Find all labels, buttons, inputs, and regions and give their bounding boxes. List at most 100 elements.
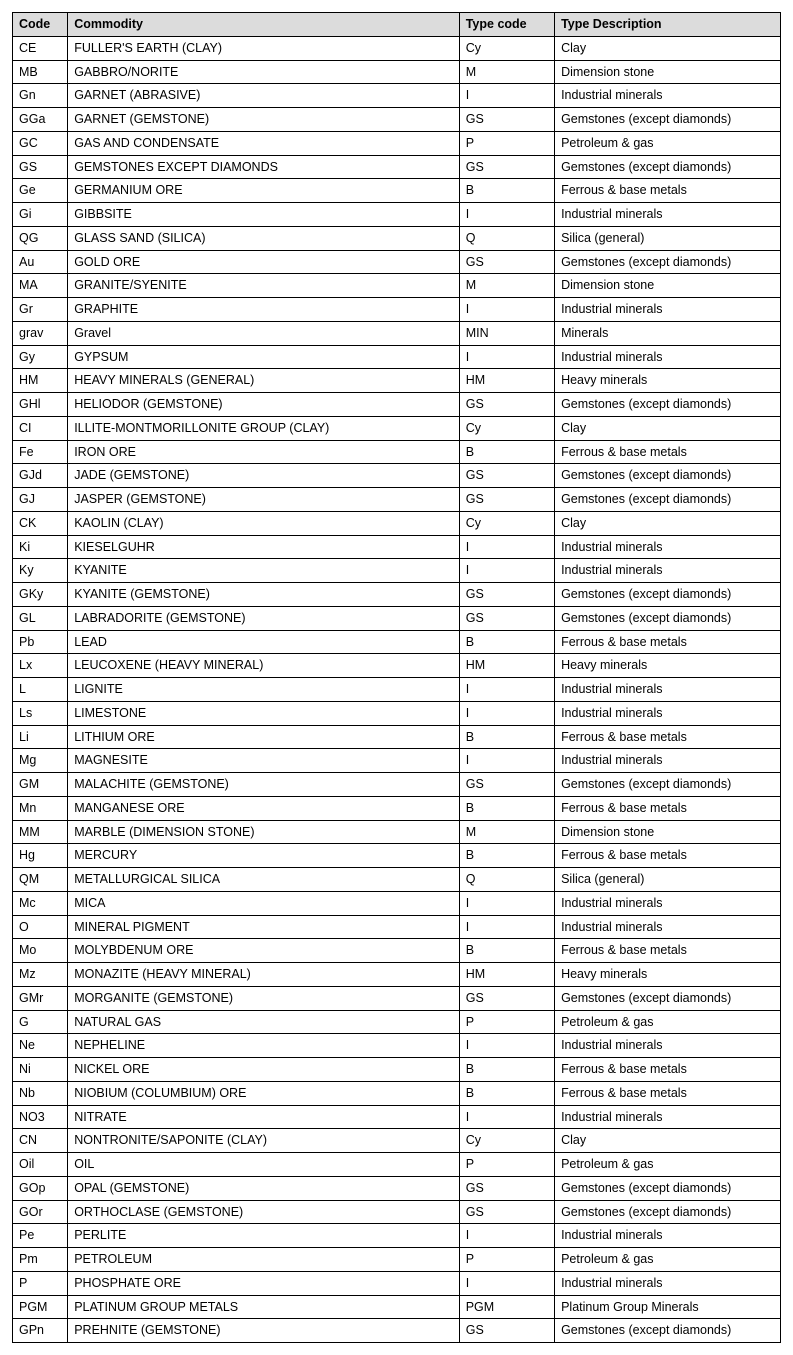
cell-typecode: GS	[459, 1176, 554, 1200]
table-row: GMMALACHITE (GEMSTONE)GSGemstones (excep…	[13, 773, 781, 797]
cell-typecode: GS	[459, 583, 554, 607]
cell-commodity: PERLITE	[68, 1224, 460, 1248]
cell-code: Oil	[13, 1153, 68, 1177]
cell-commodity: LIGNITE	[68, 678, 460, 702]
cell-commodity: PHOSPHATE ORE	[68, 1271, 460, 1295]
cell-typecode: GS	[459, 1319, 554, 1343]
cell-code: Pm	[13, 1248, 68, 1272]
cell-typecode: M	[459, 60, 554, 84]
cell-commodity: MALACHITE (GEMSTONE)	[68, 773, 460, 797]
cell-commodity: JASPER (GEMSTONE)	[68, 488, 460, 512]
table-row: GJdJADE (GEMSTONE)GSGemstones (except di…	[13, 464, 781, 488]
cell-commodity: NEPHELINE	[68, 1034, 460, 1058]
cell-code: Pe	[13, 1224, 68, 1248]
cell-code: Au	[13, 250, 68, 274]
table-row: MBGABBRO/NORITEMDimension stone	[13, 60, 781, 84]
table-row: MgMAGNESITEIIndustrial minerals	[13, 749, 781, 773]
cell-typedesc: Gemstones (except diamonds)	[555, 393, 781, 417]
table-row: GSGEMSTONES EXCEPT DIAMONDSGSGemstones (…	[13, 155, 781, 179]
col-header-typecode: Type code	[459, 13, 554, 37]
cell-typedesc: Industrial minerals	[555, 298, 781, 322]
cell-typecode: I	[459, 298, 554, 322]
table-row: LxLEUCOXENE (HEAVY MINERAL)HMHeavy miner…	[13, 654, 781, 678]
cell-commodity: GERMANIUM ORE	[68, 179, 460, 203]
col-header-commodity: Commodity	[68, 13, 460, 37]
cell-typecode: PGM	[459, 1295, 554, 1319]
table-row: LiLITHIUM OREBFerrous & base metals	[13, 725, 781, 749]
cell-commodity: LIMESTONE	[68, 701, 460, 725]
table-row: GJJASPER (GEMSTONE)GSGemstones (except d…	[13, 488, 781, 512]
cell-commodity: LITHIUM ORE	[68, 725, 460, 749]
table-header: Code Commodity Type code Type Descriptio…	[13, 13, 781, 37]
cell-code: GJd	[13, 464, 68, 488]
cell-typecode: GS	[459, 986, 554, 1010]
cell-typecode: M	[459, 274, 554, 298]
cell-typecode: B	[459, 939, 554, 963]
cell-typedesc: Industrial minerals	[555, 84, 781, 108]
cell-typecode: I	[459, 535, 554, 559]
cell-code: G	[13, 1010, 68, 1034]
table-row: GHlHELIODOR (GEMSTONE)GSGemstones (excep…	[13, 393, 781, 417]
cell-code: Hg	[13, 844, 68, 868]
cell-commodity: GABBRO/NORITE	[68, 60, 460, 84]
cell-typedesc: Dimension stone	[555, 820, 781, 844]
cell-code: QG	[13, 226, 68, 250]
cell-code: GOr	[13, 1200, 68, 1224]
cell-commodity: LEUCOXENE (HEAVY MINERAL)	[68, 654, 460, 678]
cell-typedesc: Gemstones (except diamonds)	[555, 155, 781, 179]
cell-typecode: HM	[459, 963, 554, 987]
cell-commodity: MINERAL PIGMENT	[68, 915, 460, 939]
cell-typedesc: Dimension stone	[555, 60, 781, 84]
cell-code: GJ	[13, 488, 68, 512]
cell-typedesc: Petroleum & gas	[555, 131, 781, 155]
cell-typecode: B	[459, 1058, 554, 1082]
cell-code: GKy	[13, 583, 68, 607]
cell-code: GC	[13, 131, 68, 155]
cell-typecode: HM	[459, 369, 554, 393]
table-row: GLLABRADORITE (GEMSTONE)GSGemstones (exc…	[13, 606, 781, 630]
cell-typecode: GS	[459, 155, 554, 179]
table-row: CKKAOLIN (CLAY)CyClay	[13, 511, 781, 535]
cell-typecode: P	[459, 1248, 554, 1272]
cell-typecode: GS	[459, 773, 554, 797]
table-row: GOrORTHOCLASE (GEMSTONE)GSGemstones (exc…	[13, 1200, 781, 1224]
cell-typecode: GS	[459, 108, 554, 132]
cell-commodity: METALLURGICAL SILICA	[68, 868, 460, 892]
table-row: MMMARBLE (DIMENSION STONE)MDimension sto…	[13, 820, 781, 844]
cell-typecode: B	[459, 1081, 554, 1105]
col-header-code: Code	[13, 13, 68, 37]
cell-commodity: KAOLIN (CLAY)	[68, 511, 460, 535]
cell-code: Gy	[13, 345, 68, 369]
cell-code: Ge	[13, 179, 68, 203]
cell-code: Mn	[13, 796, 68, 820]
cell-typedesc: Gemstones (except diamonds)	[555, 1200, 781, 1224]
table-row: CEFULLER'S EARTH (CLAY)CyClay	[13, 36, 781, 60]
cell-typecode: MIN	[459, 321, 554, 345]
cell-code: L	[13, 678, 68, 702]
cell-typecode: B	[459, 796, 554, 820]
cell-typedesc: Petroleum & gas	[555, 1010, 781, 1034]
table-row: MoMOLYBDENUM OREBFerrous & base metals	[13, 939, 781, 963]
cell-typedesc: Industrial minerals	[555, 891, 781, 915]
cell-typedesc: Gemstones (except diamonds)	[555, 488, 781, 512]
cell-typedesc: Gemstones (except diamonds)	[555, 1176, 781, 1200]
cell-typedesc: Platinum Group Minerals	[555, 1295, 781, 1319]
table-row: PGMPLATINUM GROUP METALSPGMPlatinum Grou…	[13, 1295, 781, 1319]
cell-code: Fe	[13, 440, 68, 464]
table-row: GNATURAL GASPPetroleum & gas	[13, 1010, 781, 1034]
cell-commodity: NONTRONITE/SAPONITE (CLAY)	[68, 1129, 460, 1153]
cell-commodity: GAS AND CONDENSATE	[68, 131, 460, 155]
cell-commodity: PLATINUM GROUP METALS	[68, 1295, 460, 1319]
cell-commodity: GARNET (ABRASIVE)	[68, 84, 460, 108]
cell-code: Mz	[13, 963, 68, 987]
cell-typedesc: Gemstones (except diamonds)	[555, 606, 781, 630]
table-row: GPnPREHNITE (GEMSTONE)GSGemstones (excep…	[13, 1319, 781, 1343]
cell-code: P	[13, 1271, 68, 1295]
cell-commodity: GRANITE/SYENITE	[68, 274, 460, 298]
cell-typedesc: Gemstones (except diamonds)	[555, 583, 781, 607]
cell-commodity: JADE (GEMSTONE)	[68, 464, 460, 488]
cell-typecode: Cy	[459, 36, 554, 60]
cell-commodity: GRAPHITE	[68, 298, 460, 322]
cell-typedesc: Industrial minerals	[555, 535, 781, 559]
commodity-table: Code Commodity Type code Type Descriptio…	[12, 12, 781, 1343]
